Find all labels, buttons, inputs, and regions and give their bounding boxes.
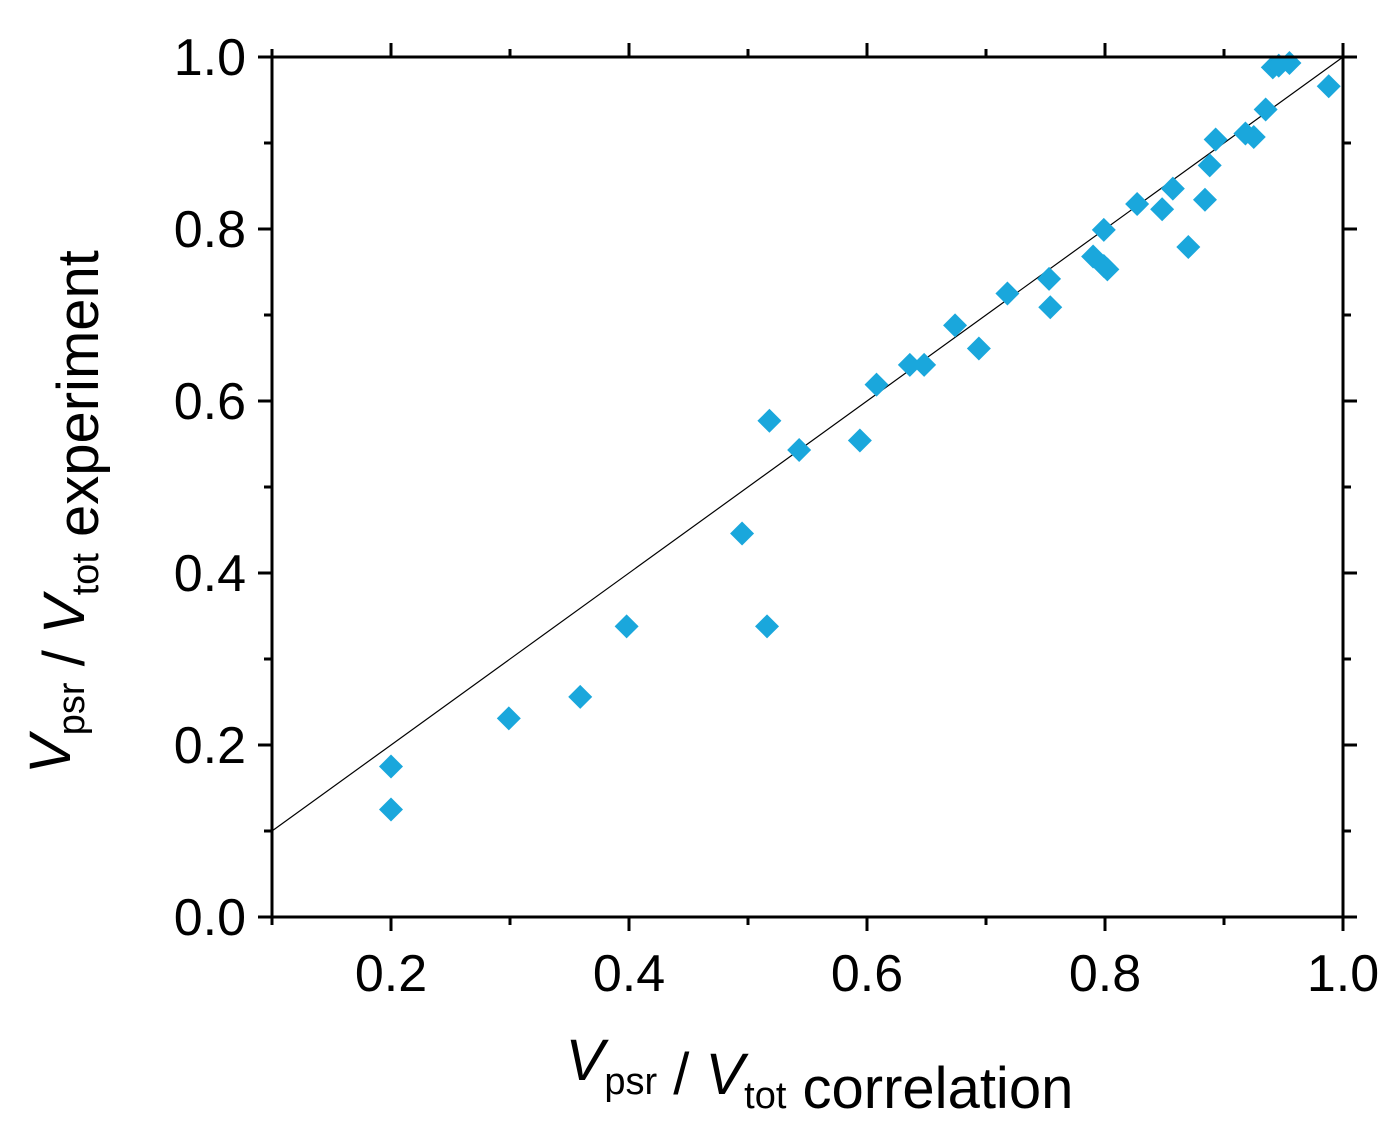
data-point-diamond — [496, 706, 521, 731]
data-point-diamond — [379, 754, 403, 779]
data-point-diamond — [568, 684, 593, 709]
data-point-diamond — [1091, 217, 1116, 242]
data-point-diamond — [864, 372, 889, 397]
data-point-diamond — [614, 614, 639, 639]
y-tick-label: 0.2 — [174, 717, 246, 775]
x-tick-label: 0.2 — [355, 945, 427, 1003]
y-tick-label: 0.6 — [174, 373, 246, 431]
data-point-diamond — [1038, 295, 1063, 320]
x-tick-label: 0.8 — [1069, 945, 1141, 1003]
y-tick-label: 0.0 — [174, 889, 246, 947]
data-point-diamond — [1037, 266, 1062, 291]
data-point-diamond — [1125, 192, 1150, 217]
reference-line-y-equals-x — [271, 56, 1344, 832]
data-points-layer — [379, 51, 1341, 822]
reference-line-layer — [271, 56, 1344, 832]
y-tick-label: 0.8 — [174, 201, 246, 259]
x-tick-label: 0.4 — [593, 945, 665, 1003]
data-point-diamond — [1176, 235, 1201, 260]
ticks-layer — [258, 43, 1357, 931]
data-point-diamond — [757, 408, 782, 433]
data-point-diamond — [1197, 153, 1222, 178]
tick-labels-layer: 0.2 0.4 0.6 0.8 1.0 0.0 0.2 0.4 0.6 0.8 1.0 — [174, 29, 1379, 1003]
data-point-diamond — [730, 521, 755, 546]
x-tick-label: 0.6 — [831, 945, 903, 1003]
data-point-diamond — [1160, 176, 1185, 201]
data-point-diamond — [1316, 74, 1341, 99]
y-tick-label: 0.4 — [174, 545, 246, 603]
x-tick-label: 1.0 — [1307, 945, 1379, 1003]
data-point-diamond — [943, 313, 968, 338]
data-point-diamond — [966, 336, 991, 361]
y-tick-label: 1.0 — [174, 29, 246, 87]
x-axis-title: Vpsr / Vtot correlation — [566, 1028, 1074, 1121]
data-point-diamond — [379, 797, 403, 822]
data-point-diamond — [1203, 127, 1228, 152]
data-point-diamond — [1241, 124, 1266, 149]
data-point-diamond — [787, 438, 812, 463]
data-point-diamond — [1192, 187, 1217, 212]
data-point-diamond — [897, 352, 922, 377]
data-point-diamond — [847, 428, 872, 453]
data-point-diamond — [1253, 97, 1278, 122]
data-point-diamond — [755, 614, 780, 639]
y-axis-title: Vpsr / Vtot experiment — [18, 250, 111, 774]
data-point-diamond — [1150, 197, 1175, 222]
data-point-diamond — [912, 352, 937, 377]
data-point-diamond — [995, 281, 1020, 306]
data-point-diamond — [1095, 257, 1120, 282]
plot-frame — [270, 55, 1345, 919]
